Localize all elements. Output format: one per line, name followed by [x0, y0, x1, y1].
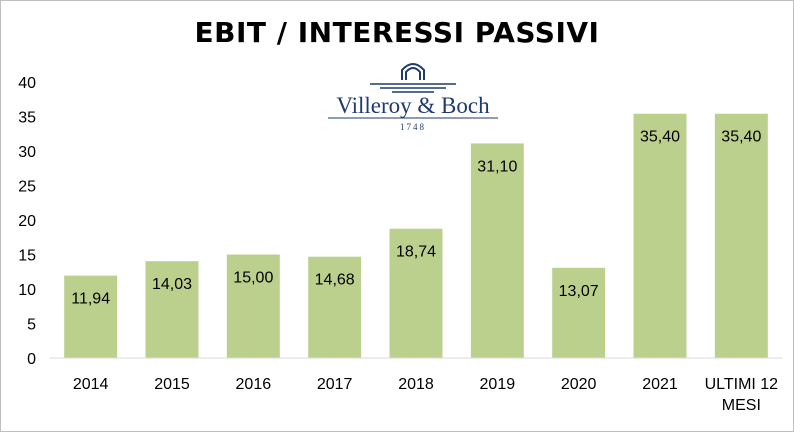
logo-wave-lines: [370, 83, 456, 93]
bars-group: 11,94 14,03 15,00 14,68 18,74 31,10 13,07 35,40…: [64, 113, 768, 359]
y-tick-label: 30: [18, 144, 36, 161]
x-tick-label: 2019: [480, 376, 516, 393]
y-tick-label: 0: [27, 351, 36, 368]
y-tick-label: 25: [18, 179, 36, 196]
data-label: 14,03: [152, 276, 192, 293]
bar: [552, 267, 606, 358]
y-tick-label: 20: [18, 213, 36, 230]
x-axis: 2014 2015 2016 2017 2018 2019 2020 2021 ULTIMI 1…: [73, 376, 778, 414]
y-tick-label: 35: [18, 110, 36, 127]
data-label: 18,74: [396, 244, 436, 261]
logo-arch-icon: [401, 63, 425, 80]
bar: [633, 113, 687, 359]
x-tick-label: 2016: [236, 376, 272, 393]
data-label: 35,40: [721, 129, 761, 146]
logo-brand-text: Villeroy & Boch: [336, 93, 490, 118]
bar: [714, 113, 768, 359]
x-tick-label: ULTIMI 12: [705, 376, 779, 393]
data-label: 35,40: [640, 129, 680, 146]
data-label: 15,00: [233, 270, 273, 287]
y-tick-label: 15: [18, 248, 36, 265]
x-tick-label: 2015: [154, 376, 190, 393]
chart-title: EBIT / INTERESSI PASSIVI: [194, 16, 600, 49]
data-label: 14,68: [315, 272, 355, 289]
y-axis: 0 5 10 15 20 25 30 35 40: [18, 75, 36, 368]
y-tick-label: 40: [18, 75, 36, 92]
bar: [226, 254, 280, 358]
villeroy-boch-logo: Villeroy & Boch 1748: [328, 63, 498, 132]
y-tick-label: 5: [27, 317, 36, 334]
x-tick-label: 2017: [317, 376, 353, 393]
x-tick-label: 2021: [642, 376, 678, 393]
x-tick-label: 2014: [73, 376, 109, 393]
bar: [308, 256, 362, 358]
x-tick-label: 2018: [398, 376, 434, 393]
data-label: 13,07: [559, 283, 599, 300]
logo-year-text: 1748: [400, 122, 426, 132]
data-label: 31,10: [477, 158, 517, 175]
bar: [470, 143, 524, 358]
data-label: 11,94: [71, 291, 110, 308]
bar: [389, 228, 443, 358]
bar: [145, 261, 199, 358]
x-tick-label: MESI: [722, 397, 761, 414]
x-tick-label: 2020: [561, 376, 597, 393]
y-tick-label: 10: [18, 282, 36, 299]
bar: [64, 275, 118, 358]
